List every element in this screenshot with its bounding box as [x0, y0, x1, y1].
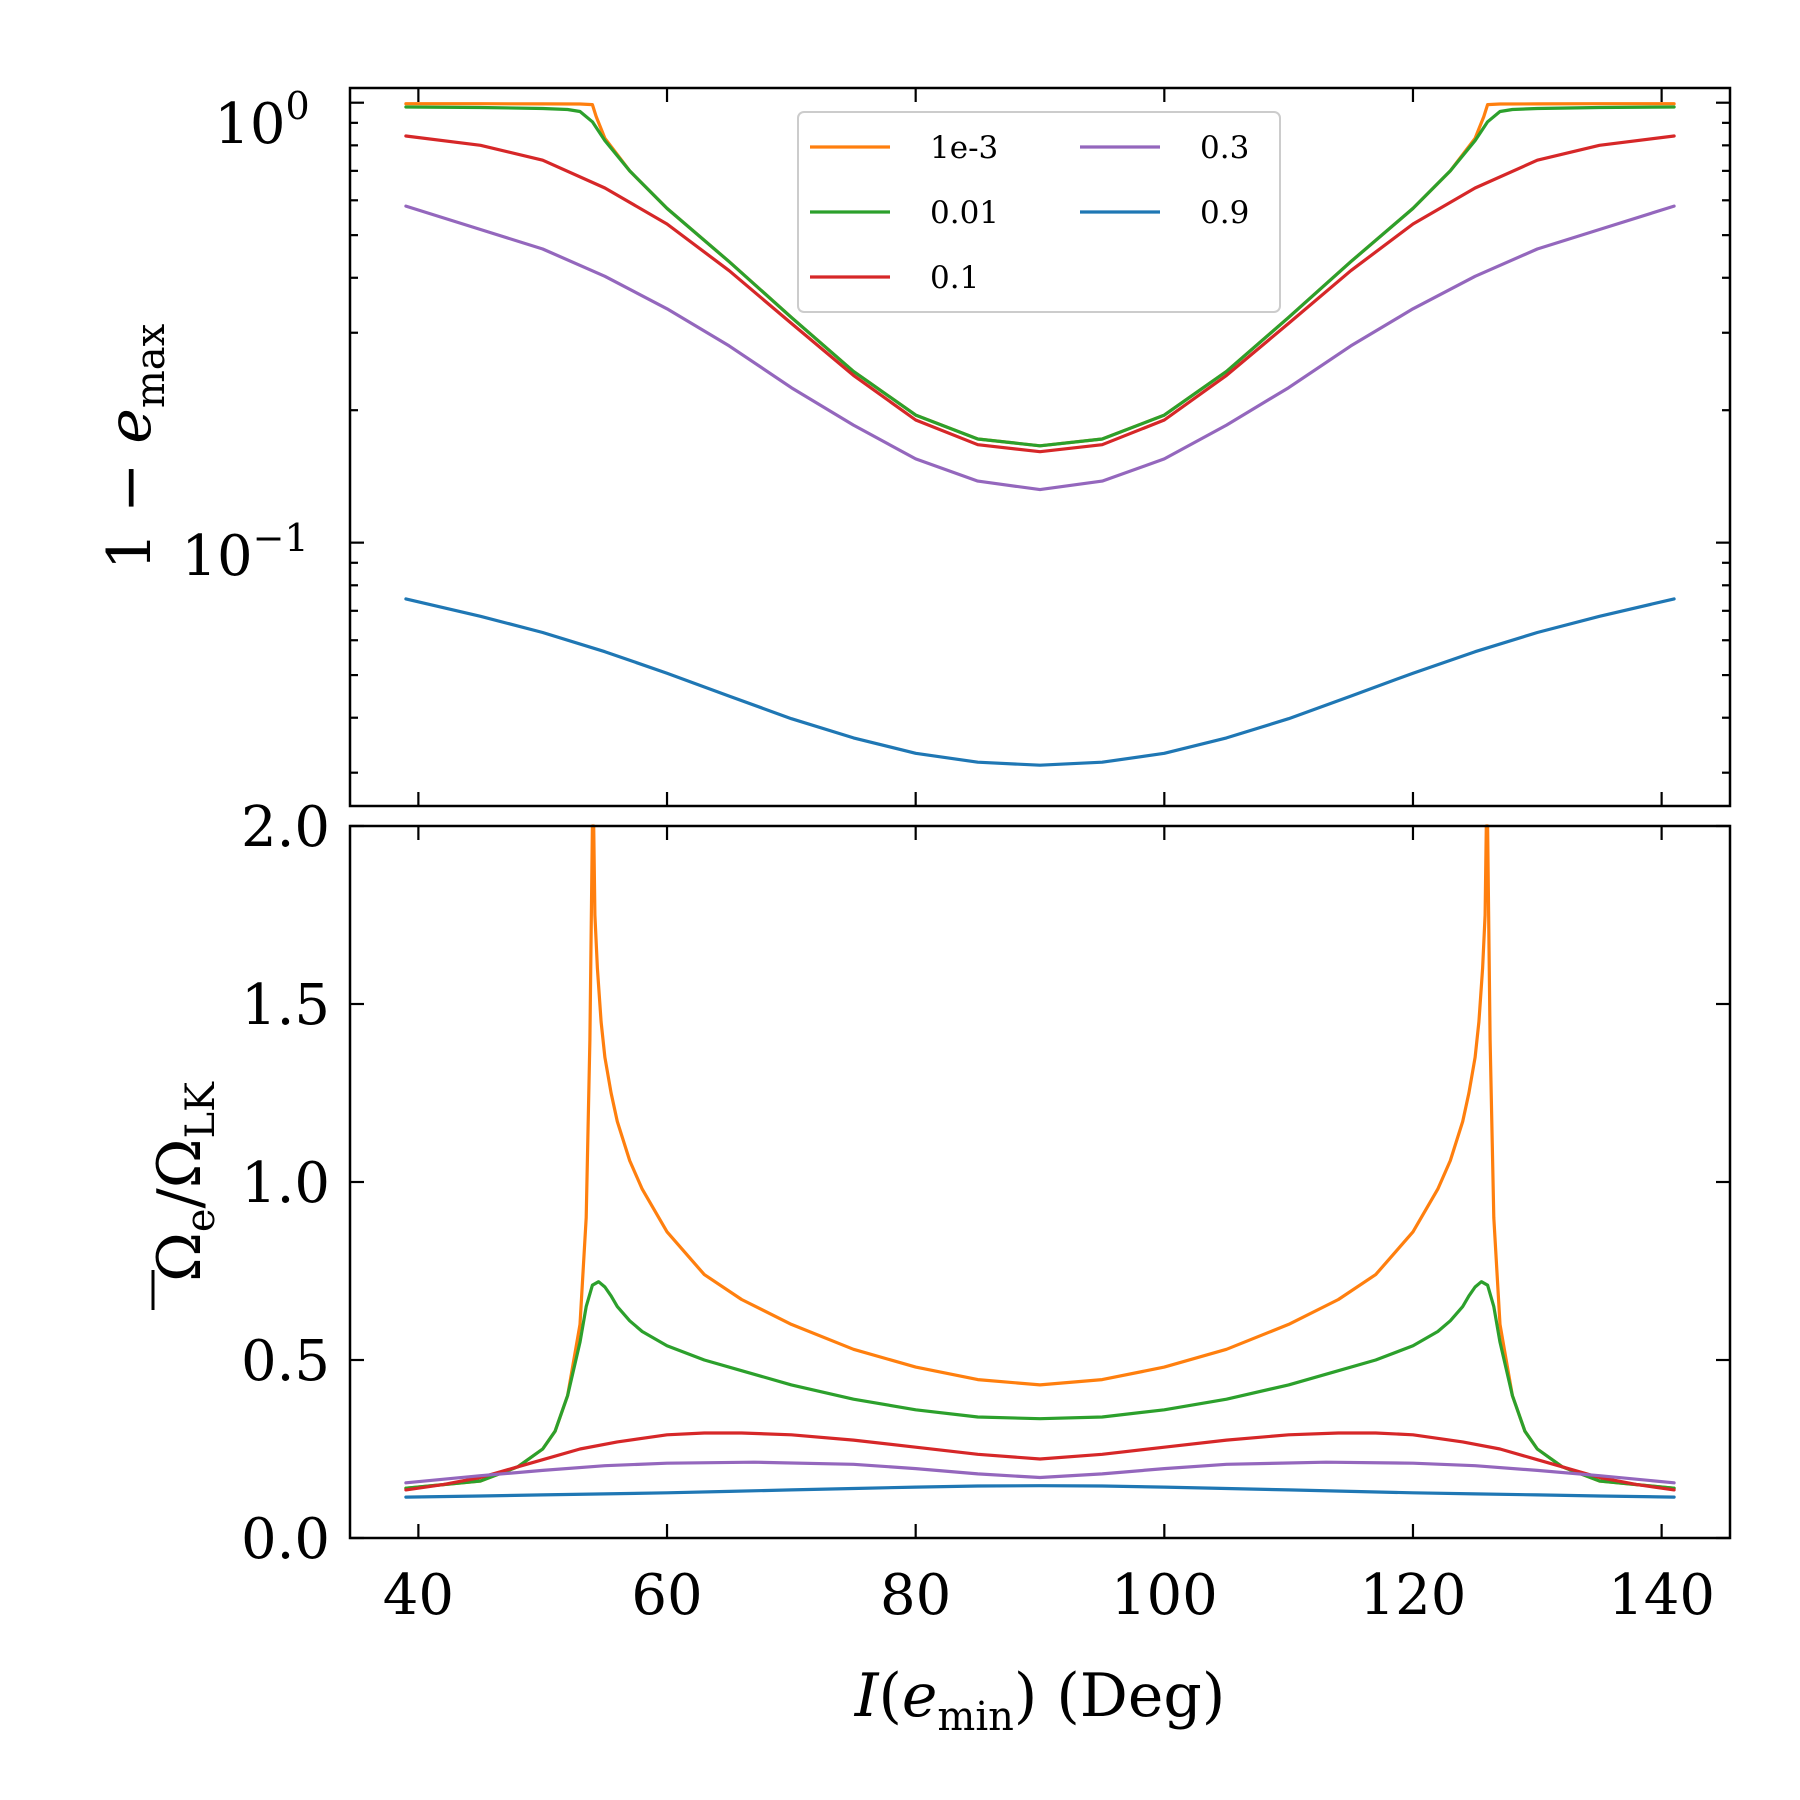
bottom-ytick-label-2: 1.0 [241, 1151, 330, 1216]
top-axis-ticks [350, 88, 1730, 806]
legend-label-0.01: 0.01 [930, 195, 999, 231]
legend-frame [797, 111, 1281, 313]
top-panel: 100 10−1 1 − emax 1e-3 0.01 0.1 0.3 0.9 [95, 84, 1732, 808]
bottom-series-group [404, 824, 1676, 1499]
bottom-xtick-label-0: 40 [383, 1563, 454, 1628]
bottom-ylabel: Ωe/ΩLK [145, 1081, 224, 1282]
bottom-series-1e-3 [404, 824, 1676, 1490]
bottom-ytick-label-4: 2.0 [241, 795, 330, 860]
bottom-series-0.01 [404, 1280, 1676, 1490]
top-series-0.9 [404, 597, 1676, 767]
bottom-axes-frame [348, 824, 1732, 1540]
top-series-0.01 [404, 105, 1676, 448]
legend: 1e-3 0.01 0.1 0.3 0.9 [797, 111, 1281, 313]
top-ytick-label-0.1: 10−1 [181, 516, 308, 589]
bottom-series-0.9 [404, 1484, 1676, 1499]
bottom-xtick-label-2: 80 [880, 1563, 951, 1628]
legend-label-0.9: 0.9 [1200, 195, 1249, 231]
bottom-ytick-label-1: 0.5 [241, 1329, 330, 1394]
legend-label-1e-3: 1e-3 [930, 130, 998, 166]
bottom-ytick-label-0: 0.0 [241, 1507, 330, 1572]
legend-label-0.3: 0.3 [1200, 130, 1249, 166]
bottom-xtick-label-4: 120 [1360, 1563, 1467, 1628]
top-series-0.1 [404, 134, 1676, 454]
bottom-xtick-label-1: 60 [631, 1563, 702, 1628]
top-ytick-label-1: 100 [214, 84, 309, 157]
top-series-group [404, 102, 1676, 767]
bottom-xtick-labels: 40 60 80 100 120 140 [383, 1563, 1715, 1628]
bottom-xlabel: I(emin) (Deg) [854, 1661, 1225, 1740]
top-ylabel: 1 − emax [95, 323, 174, 570]
legend-label-0.1: 0.1 [930, 260, 979, 296]
bottom-xtick-label-5: 140 [1608, 1563, 1715, 1628]
bottom-series-0.1 [404, 1431, 1676, 1492]
bottom-series-0.3 [404, 1460, 1676, 1485]
bottom-xtick-label-3: 100 [1111, 1563, 1218, 1628]
bottom-ytick-labels: 0.0 0.5 1.0 1.5 2.0 [241, 795, 330, 1572]
bottom-panel: 0.0 0.5 1.0 1.5 2.0 40 60 80 100 120 140 Ωe/ΩLK I… [145, 795, 1732, 1740]
top-axes-frame [348, 86, 1732, 808]
top-series-0.3 [404, 204, 1676, 492]
bottom-ytick-label-3: 1.5 [241, 973, 330, 1038]
